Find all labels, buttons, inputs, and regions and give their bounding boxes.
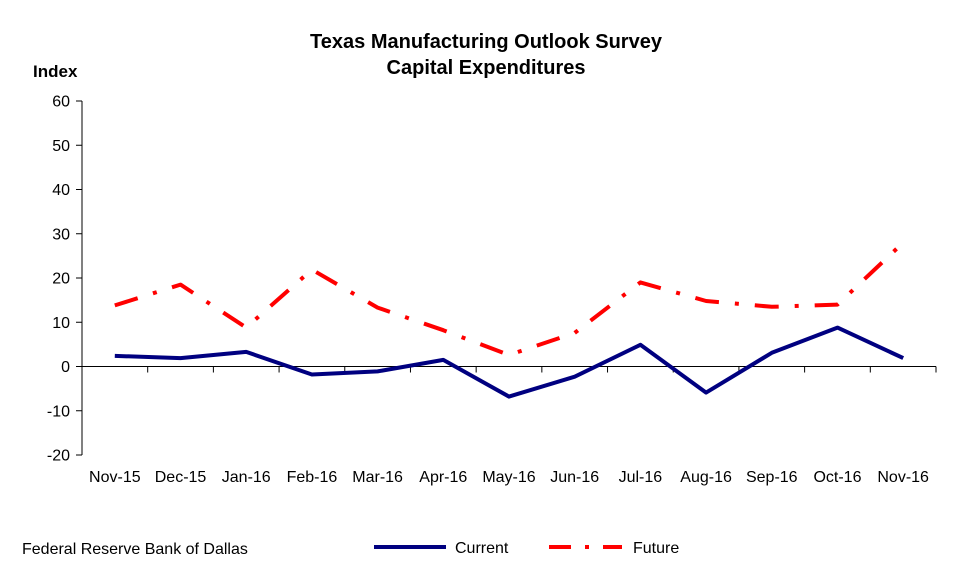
x-tick-label: Sep-16	[746, 469, 798, 486]
x-tick-label: Nov-16	[877, 469, 929, 486]
x-tick-label: Jun-16	[550, 469, 599, 486]
x-tick-label: Dec-15	[155, 469, 207, 486]
y-tick-label: 60	[52, 94, 70, 111]
y-tick-label: -10	[47, 403, 70, 420]
chart-title-line-1: Texas Manufacturing Outlook Survey	[310, 31, 663, 53]
chart-title-line-2: Capital Expenditures	[387, 57, 586, 79]
y-axis-label: Index	[33, 62, 78, 81]
y-tick-label: 30	[52, 226, 70, 243]
x-tick-label: Oct-16	[813, 469, 861, 486]
legend-label-future: Future	[633, 540, 679, 557]
x-tick-label: Jul-16	[619, 469, 663, 486]
source-credit: Federal Reserve Bank of Dallas	[22, 541, 248, 558]
x-tick-label: May-16	[482, 469, 535, 486]
x-tick-label: Jan-16	[222, 469, 271, 486]
legend: Current Future	[374, 540, 679, 557]
y-tick-label: 10	[52, 315, 70, 332]
x-tick-label: Apr-16	[419, 469, 467, 486]
legend-label-current: Current	[455, 540, 509, 557]
x-tick-label: Mar-16	[352, 469, 403, 486]
x-tick-label: Nov-15	[89, 469, 141, 486]
y-tick-label: 20	[52, 271, 70, 288]
y-tick-label: 0	[61, 359, 70, 376]
series-line-future	[114, 241, 905, 357]
x-tick-label: Feb-16	[287, 469, 338, 486]
y-tick-label: 40	[52, 182, 70, 199]
axes: -20 -10 0 10 20 30 40 50 60 Nov-15 Dec-15 Jan-16 Feb…	[47, 94, 937, 486]
x-tick-label: Aug-16	[680, 469, 732, 486]
series-line-current	[114, 325, 905, 399]
series-group	[114, 241, 905, 399]
y-tick-label: 50	[52, 138, 70, 155]
y-tick-label: -20	[47, 448, 70, 465]
